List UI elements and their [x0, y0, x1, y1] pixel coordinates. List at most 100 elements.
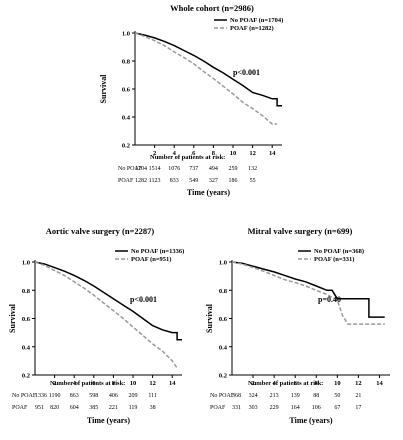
x-tick-label: 8	[112, 380, 116, 387]
x-tick-label: 8	[212, 150, 216, 157]
risk-table-cell: 598	[89, 393, 98, 399]
risk-table-cell: 863	[70, 393, 79, 399]
p-value-annotation: p<0.001	[130, 295, 157, 304]
x-tick-label: 10	[334, 380, 341, 387]
risk-table-cell: 21	[355, 393, 361, 399]
y-tick-label: 0.6	[219, 316, 228, 323]
panel-title: Aortic valve surgery (n=2287)	[46, 226, 155, 236]
x-tick-label: 4	[173, 150, 177, 157]
x-tick-label: 6	[192, 150, 196, 157]
y-tick-label: 0.4	[22, 344, 31, 351]
risk-table-cell: 385	[89, 405, 98, 411]
risk-table-cell: 331	[232, 405, 241, 411]
x-tick-label: 4	[73, 380, 77, 387]
x-tick-label: 2	[53, 380, 56, 387]
risk-table-cell: 259	[229, 166, 238, 172]
x-tick-label: 14	[269, 150, 276, 157]
x-axis-label: Time (years)	[289, 416, 333, 425]
risk-table-title: Number of patients at risk:	[150, 154, 225, 161]
risk-table-cell: 820	[50, 405, 59, 411]
risk-table-cell: 139	[291, 393, 300, 399]
y-tick-label: 1.0	[219, 260, 227, 267]
risk-table-cell: 106	[312, 405, 321, 411]
x-tick-label: 4	[273, 380, 277, 387]
risk-table-cell: 303	[249, 405, 258, 411]
y-tick-label: 0.8	[219, 288, 228, 295]
risk-table-cell: 549	[189, 178, 198, 184]
panel-title: Mitral valve surgery (n=699)	[248, 226, 353, 236]
risk-table-cell: 604	[70, 405, 79, 411]
risk-table-cell: 50	[334, 393, 340, 399]
x-tick-label: 12	[249, 150, 256, 157]
x-tick-label: 10	[230, 150, 237, 157]
y-tick-label: 0.6	[22, 316, 31, 323]
risk-table-cell: 229	[270, 405, 279, 411]
km-panel-3: Mitral valve surgery (n=699) 0.2 0.4 0.6 0.8…	[205, 226, 390, 425]
risk-table-title: Number of patients at risk:	[248, 380, 323, 387]
risk-table-cell: 119	[129, 405, 138, 411]
legend-label: POAF (n=1282)	[230, 25, 274, 32]
y-tick-label: 0.4	[219, 344, 228, 351]
risk-table-cell: 17	[355, 405, 361, 411]
risk-table-cell: 1704	[135, 166, 147, 172]
risk-table-cell: 67	[334, 405, 340, 411]
x-tick-label: 8	[315, 380, 319, 387]
y-axis-label: Survival	[8, 303, 17, 333]
legend-label: POAF (n=951)	[131, 256, 171, 263]
p-value-annotation: p=0.40	[318, 295, 341, 304]
p-value-annotation: p<0.001	[233, 68, 260, 77]
risk-table-cell: 1076	[168, 166, 180, 172]
y-tick-label: 0.2	[22, 373, 30, 380]
risk-table-title: Number of patients at risk:	[50, 380, 125, 387]
risk-table-row-label: POAF	[210, 405, 226, 411]
risk-table-cell: 324	[249, 393, 258, 399]
y-tick-label: 0.6	[122, 87, 131, 94]
risk-table-cell: 1123	[149, 178, 161, 184]
panel-title: Whole cohort (n=2986)	[170, 3, 254, 13]
km-panel-2: Aortic valve surgery (n=2287) 0.2 0.4 0.6 0.…	[8, 226, 184, 425]
x-tick-label: 2	[153, 150, 156, 157]
series-no-poaf-line	[34, 261, 182, 341]
risk-table-cell: 368	[232, 393, 241, 399]
x-axis-label: Time (years)	[87, 416, 131, 425]
y-tick-label: 0.2	[122, 143, 130, 150]
risk-table-cell: 951	[35, 405, 44, 411]
km-panel-1: Whole cohort (n=2986) 0.2 0.4 0.6 0.8 1.0 2 4 6 8…	[99, 3, 283, 197]
y-tick-label: 0.8	[22, 288, 31, 295]
x-axis-label: Time (years)	[187, 188, 231, 197]
series-no-poaf-line	[134, 32, 282, 107]
risk-table-row-label: No POAF	[12, 393, 37, 399]
legend-label: No POAF (n=1336)	[131, 248, 184, 255]
series-poaf-line	[34, 261, 178, 369]
risk-table-row-label: No POAF	[210, 393, 235, 399]
risk-table-row-label: POAF	[12, 405, 28, 411]
x-tick-label: 6	[92, 380, 96, 387]
risk-table-cell: 221	[109, 405, 118, 411]
risk-table-cell: 55	[250, 178, 256, 184]
risk-table-cell: 164	[291, 405, 300, 411]
risk-table-cell: 213	[270, 393, 279, 399]
risk-table-cell: 1190	[49, 393, 61, 399]
risk-table-cell: 494	[209, 166, 218, 172]
y-tick-label: 1.0	[122, 31, 130, 38]
risk-table-row-label: No POAF	[118, 166, 143, 172]
series-poaf-line	[231, 261, 385, 325]
risk-table-cell: 1282	[135, 178, 147, 184]
risk-table-cell: 209	[129, 393, 138, 399]
legend-label: POAF (n=331)	[314, 256, 354, 263]
x-tick-label: 14	[376, 380, 383, 387]
risk-table-cell: 1336	[35, 393, 47, 399]
y-tick-label: 0.8	[122, 59, 131, 66]
risk-table-cell: 88	[313, 393, 319, 399]
y-axis-label: Survival	[205, 303, 214, 333]
risk-table-row-label: POAF	[118, 178, 134, 184]
legend-label: No POAF (n=1704)	[230, 17, 283, 24]
risk-table-cell: 327	[209, 178, 218, 184]
risk-table-cell: 132	[248, 166, 257, 172]
x-tick-label: 10	[130, 380, 137, 387]
y-tick-label: 0.2	[219, 373, 227, 380]
x-tick-label: 14	[169, 380, 176, 387]
x-tick-label: 12	[355, 380, 362, 387]
x-tick-label: 2	[251, 380, 254, 387]
